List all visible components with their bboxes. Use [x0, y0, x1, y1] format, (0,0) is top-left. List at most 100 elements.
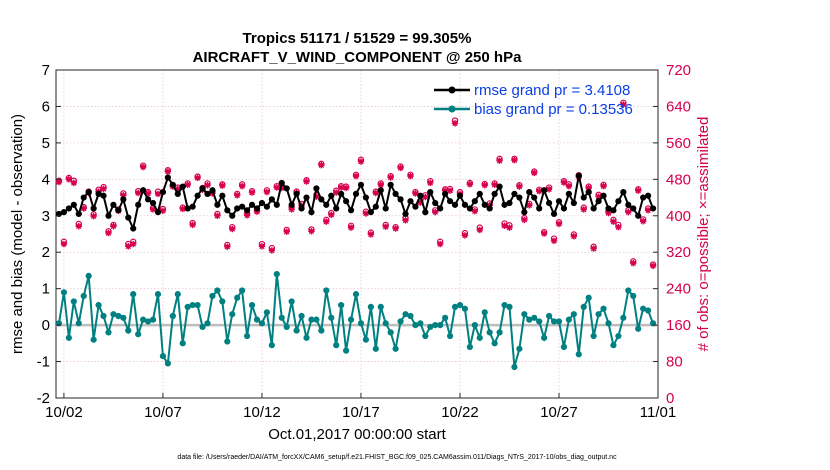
obs-assimilated-point — [555, 220, 563, 228]
rmse-point — [635, 212, 642, 219]
bias-point — [214, 287, 221, 294]
rmse-point — [115, 207, 122, 214]
rmse-point — [169, 181, 176, 188]
bias-point — [466, 343, 473, 351]
bias-point — [615, 332, 622, 340]
rmse-point — [615, 198, 622, 205]
obs-assimilated-point — [590, 245, 597, 252]
obs-assimilated-point — [125, 243, 132, 250]
bias-point — [545, 312, 553, 320]
bias-point — [229, 311, 236, 318]
rmse-point — [293, 190, 300, 198]
bias-point — [422, 332, 429, 340]
rmse-point — [580, 194, 587, 201]
y-tick-label: 5 — [42, 135, 50, 152]
rmse-point — [328, 192, 335, 199]
rmse-point — [372, 203, 379, 210]
obs-assimilated-point — [600, 182, 607, 190]
rmse-point — [347, 207, 355, 214]
bias-point — [605, 320, 612, 327]
obs-assimilated-point — [422, 193, 429, 201]
obs-assimilated-point — [545, 186, 553, 193]
obs-assimilated-point — [367, 231, 375, 238]
bias-point — [159, 352, 167, 360]
obs-assimilated-point — [432, 208, 439, 216]
bias-point — [85, 272, 92, 280]
rmse-point — [75, 210, 82, 218]
obs-assimilated-point — [303, 178, 310, 185]
rmse-point — [560, 205, 568, 212]
bias-point — [343, 347, 350, 354]
rmse-point — [417, 192, 424, 199]
bias-point — [60, 289, 68, 296]
bias-point — [338, 301, 345, 309]
obs-assimilated-point — [233, 192, 241, 199]
y-right-tick-label: 320 — [666, 244, 691, 261]
bias-point — [80, 292, 87, 300]
rmse-point — [466, 205, 473, 212]
bias-point — [476, 334, 483, 341]
obs-assimilated-point — [357, 158, 365, 165]
bias-point — [75, 320, 82, 327]
rmse-point — [541, 187, 548, 194]
obs-assimilated-point — [565, 182, 573, 190]
x-tick-label: 10/22 — [441, 404, 479, 421]
obs-assimilated-point — [342, 184, 350, 192]
obs-assimilated-point — [164, 168, 172, 175]
obs-assimilated-point — [100, 185, 107, 193]
y-tick-label: 4 — [42, 171, 50, 188]
obs-assimilated-point — [159, 207, 167, 214]
rmse-point — [120, 196, 127, 203]
rmse-point — [620, 188, 627, 196]
bias-point — [491, 340, 498, 347]
bias-point — [575, 351, 582, 358]
rmse-point — [402, 210, 409, 218]
bias-point — [362, 336, 370, 343]
rmse-point — [451, 201, 459, 208]
obs-assimilated-point — [333, 189, 340, 196]
rmse-point — [149, 199, 157, 207]
bias-point — [120, 314, 127, 321]
bias-point — [471, 322, 478, 329]
bias-point — [392, 345, 399, 352]
bias-point — [570, 311, 577, 318]
rmse-point — [308, 209, 315, 216]
rmse-point — [610, 207, 617, 214]
obs-assimilated-point — [219, 182, 226, 189]
y-right-tick-label: 720 — [666, 62, 691, 79]
obs-assimilated-point — [55, 178, 63, 186]
obs-assimilated-point — [372, 189, 380, 197]
rmse-point — [204, 190, 211, 198]
bias-point — [516, 345, 523, 352]
rmse-point — [357, 181, 365, 188]
y-tick-label: 2 — [42, 244, 50, 261]
rmse-point — [605, 205, 612, 212]
x-tick-label: 10/02 — [45, 404, 83, 421]
bias-point — [125, 327, 132, 334]
bias-point — [70, 298, 77, 305]
obs-assimilated-point — [224, 243, 231, 250]
bias-point — [199, 323, 206, 331]
bias-point — [95, 301, 102, 309]
rmse-point — [194, 192, 201, 199]
obs-assimilated-point — [595, 193, 602, 200]
rmse-point — [625, 201, 632, 208]
ticks-group: -2 -1 0 1 2 3 4 5 6 7 0 80 160 240 320 400 480 560 640 720 1… — [37, 62, 691, 421]
bias-point — [149, 316, 157, 323]
rmse-point — [446, 198, 454, 205]
y-tick-label: -1 — [37, 354, 50, 371]
bias-point — [372, 345, 379, 352]
obs-assimilated-point — [634, 187, 642, 194]
rmse-point — [323, 201, 330, 208]
obs-assimilated-point — [461, 232, 469, 239]
rmse-point — [432, 199, 439, 207]
x-tick-label: 10/17 — [342, 404, 380, 421]
rmse-point — [70, 201, 77, 208]
obs-assimilated-point — [486, 202, 493, 209]
obs-assimilated-point — [511, 157, 518, 164]
rmse-point — [338, 190, 345, 198]
obs-assimilated-point — [130, 240, 137, 248]
legend-rmse-text: rmse grand pr = 3.4108 — [474, 82, 630, 99]
rmse-point — [481, 201, 488, 208]
rmse-point — [377, 187, 384, 194]
